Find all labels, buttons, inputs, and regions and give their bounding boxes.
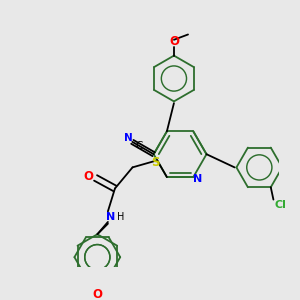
Text: N: N — [106, 212, 115, 222]
Text: S: S — [151, 156, 160, 169]
Text: N: N — [124, 134, 132, 143]
Text: C: C — [136, 141, 143, 151]
Text: H: H — [117, 212, 125, 222]
Text: O: O — [169, 35, 179, 48]
Text: N: N — [193, 174, 202, 184]
Text: O: O — [83, 170, 94, 183]
Text: Cl: Cl — [274, 200, 286, 210]
Text: O: O — [92, 288, 102, 300]
